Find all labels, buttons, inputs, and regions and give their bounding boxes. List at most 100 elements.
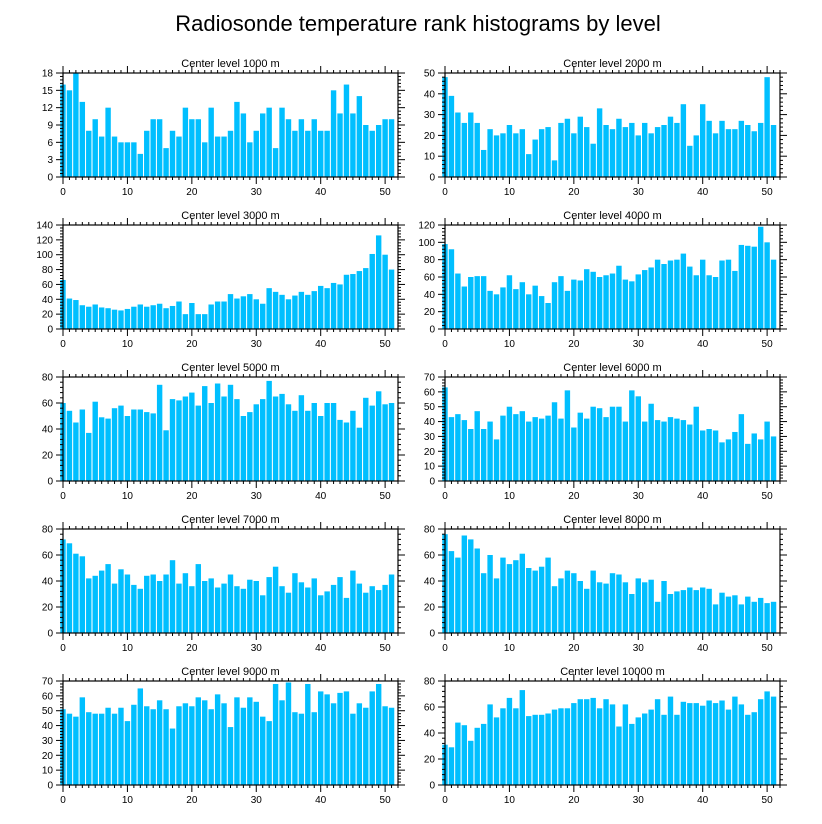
y-tick-label: 40	[424, 417, 436, 428]
y-tick-label: 120	[418, 221, 435, 232]
bar	[247, 142, 253, 177]
bar	[343, 274, 350, 329]
y-tick-label: 20	[424, 603, 436, 614]
bar	[532, 417, 538, 481]
bar	[674, 418, 680, 481]
bar	[506, 697, 513, 785]
y-tick-label: 20	[42, 603, 54, 614]
bar	[111, 713, 118, 785]
bar	[596, 408, 603, 481]
bar	[770, 436, 777, 481]
bar	[596, 708, 603, 785]
bar	[725, 129, 732, 177]
bar	[369, 253, 375, 329]
bar	[343, 691, 350, 785]
bar	[221, 301, 227, 329]
bar	[500, 557, 506, 633]
y-tick-label: 40	[42, 425, 54, 436]
y-tick-label: 20	[424, 307, 436, 318]
bar	[732, 270, 738, 329]
x-tick-label: 0	[60, 187, 66, 198]
bar	[214, 136, 221, 177]
bar	[356, 271, 363, 329]
bar	[266, 577, 272, 633]
bar	[317, 416, 324, 481]
bar	[260, 399, 266, 481]
bar	[526, 294, 532, 329]
bar	[577, 116, 583, 177]
bar	[603, 125, 609, 177]
x-tick-label: 10	[122, 491, 134, 502]
bar	[461, 286, 468, 329]
bar	[189, 392, 195, 481]
bar	[266, 721, 272, 785]
bar	[648, 709, 654, 785]
bar	[616, 265, 622, 329]
bar	[551, 282, 558, 329]
bar	[674, 591, 680, 633]
bar	[513, 133, 519, 177]
bar	[79, 305, 86, 329]
bar	[86, 712, 92, 785]
bar	[635, 135, 641, 177]
x-tick-label: 40	[697, 187, 709, 198]
x-tick-label: 50	[380, 187, 392, 198]
bar	[118, 569, 124, 633]
bar	[317, 595, 324, 633]
bar	[757, 122, 764, 177]
bar	[629, 281, 635, 329]
y-tick-label: 80	[424, 525, 436, 536]
x-tick-label: 0	[60, 643, 66, 654]
bar	[388, 403, 395, 481]
bar	[571, 703, 577, 785]
bar	[493, 294, 500, 329]
bar	[260, 595, 266, 633]
bar	[571, 279, 577, 329]
bar	[712, 133, 719, 177]
bar	[480, 149, 487, 177]
bar	[292, 295, 298, 329]
bar	[745, 714, 751, 785]
bar	[202, 700, 208, 785]
bar	[448, 417, 455, 481]
y-tick-label: 0	[47, 477, 53, 488]
bar	[363, 125, 369, 177]
bar	[461, 535, 468, 633]
bar	[311, 119, 317, 177]
bar	[706, 429, 712, 481]
bar	[305, 130, 311, 177]
bar	[169, 399, 176, 481]
bar	[285, 404, 292, 481]
bar	[98, 713, 105, 785]
bar	[382, 119, 388, 177]
bar	[725, 439, 732, 481]
bar	[195, 564, 201, 633]
bar	[317, 285, 324, 329]
bar	[382, 706, 388, 785]
bar	[298, 582, 305, 633]
bar	[79, 101, 86, 177]
bar	[667, 417, 674, 481]
bar	[337, 577, 343, 633]
bar	[693, 590, 699, 633]
y-tick-label: 0	[429, 477, 435, 488]
bar	[343, 84, 350, 177]
bar	[448, 95, 455, 177]
bar	[144, 130, 150, 177]
bar	[558, 122, 564, 177]
bar	[693, 135, 699, 177]
bar	[699, 104, 706, 177]
panels: Center level 1000 m 0 10 20 30 40 50 0 3 6 9 12 15 18…	[36, 58, 787, 806]
bar	[506, 275, 513, 329]
bar	[674, 714, 680, 785]
bar	[706, 120, 712, 177]
bar	[118, 142, 124, 177]
bar	[551, 160, 558, 177]
bar	[513, 708, 519, 785]
bar	[590, 406, 596, 481]
bar	[493, 717, 500, 785]
bar	[298, 713, 305, 785]
x-tick-label: 20	[186, 643, 198, 654]
bar	[745, 245, 751, 329]
bar	[751, 246, 757, 329]
